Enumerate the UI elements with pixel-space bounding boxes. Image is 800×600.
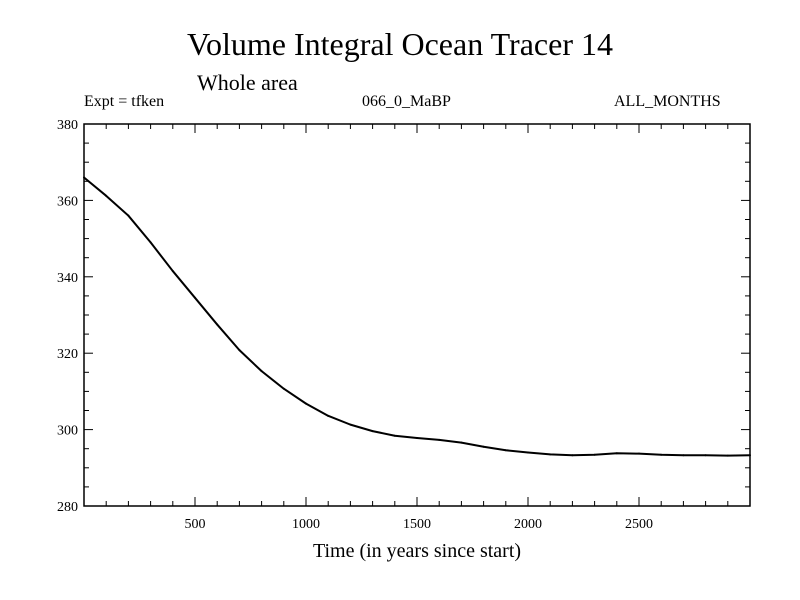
data-point bbox=[83, 176, 85, 179]
data-point bbox=[127, 214, 130, 217]
data-point bbox=[638, 452, 640, 455]
months-label: ALL_MONTHS bbox=[614, 93, 721, 110]
plot-frame bbox=[83, 123, 751, 507]
data-point bbox=[171, 270, 174, 273]
data-point bbox=[149, 241, 152, 244]
data-point bbox=[504, 449, 507, 452]
y-axis: 280 300 320 340 360 380 bbox=[57, 118, 750, 515]
experiment-label: Expt = tfken bbox=[84, 93, 165, 110]
y-tick-label: 300 bbox=[57, 424, 78, 439]
data-point bbox=[105, 194, 108, 197]
x-tick-label: 500 bbox=[185, 517, 206, 532]
x-axis: 500 1000 1500 2000 2500 bbox=[105, 124, 729, 532]
series-line-0 bbox=[83, 176, 751, 457]
y-tick-label: 360 bbox=[57, 194, 78, 209]
chart-subtitle: Whole area bbox=[197, 70, 298, 95]
data-point bbox=[527, 451, 529, 454]
x-axis-label: Time (in years since start) bbox=[312, 540, 522, 562]
data-point bbox=[704, 454, 707, 457]
x-tick-label: 2500 bbox=[625, 517, 653, 532]
y-tick-label: 340 bbox=[57, 271, 78, 286]
data-point bbox=[260, 370, 263, 373]
y-tick-label: 280 bbox=[57, 500, 78, 515]
data-point bbox=[349, 423, 352, 426]
data-point bbox=[549, 453, 552, 456]
data-point bbox=[327, 414, 330, 417]
data-point bbox=[482, 445, 485, 448]
data-point bbox=[593, 453, 596, 456]
data-point bbox=[238, 349, 241, 352]
data-point bbox=[726, 454, 729, 457]
data-point bbox=[305, 402, 307, 405]
x-tick-label: 1000 bbox=[292, 517, 320, 532]
x-tick-label: 2000 bbox=[514, 517, 542, 532]
data-point bbox=[416, 437, 418, 439]
x-tick-label: 1500 bbox=[403, 517, 431, 532]
data-point bbox=[438, 438, 441, 441]
data-point bbox=[749, 454, 751, 457]
data-point bbox=[615, 452, 618, 455]
series-layer bbox=[83, 176, 751, 457]
data-point bbox=[682, 454, 685, 457]
data-point bbox=[660, 453, 663, 456]
data-point bbox=[216, 323, 219, 326]
chart-title: Volume Integral Ocean Tracer 14 bbox=[187, 26, 613, 62]
data-point bbox=[282, 387, 285, 390]
data-point bbox=[571, 454, 574, 457]
data-point bbox=[393, 434, 396, 437]
run-id-label: 066_0_MaBP bbox=[362, 93, 451, 110]
y-tick-label: 380 bbox=[57, 118, 78, 133]
data-point bbox=[460, 441, 463, 444]
data-point bbox=[194, 296, 196, 299]
y-tick-label: 320 bbox=[57, 347, 78, 362]
data-point bbox=[371, 430, 374, 433]
